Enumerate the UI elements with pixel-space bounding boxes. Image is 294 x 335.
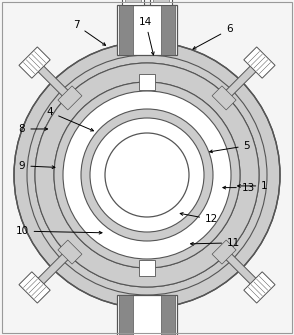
Circle shape [27,55,267,295]
Text: 9: 9 [19,161,55,171]
Bar [117,295,177,335]
Polygon shape [37,254,69,285]
Bar [122,0,144,5]
Circle shape [54,82,240,268]
Circle shape [35,63,259,287]
Bar [150,0,172,5]
Polygon shape [19,47,50,78]
Polygon shape [244,47,275,78]
Circle shape [14,42,280,308]
Text: 14: 14 [139,17,154,55]
Bar [119,295,133,335]
Bar [139,74,155,90]
Polygon shape [225,65,257,96]
Bar [153,0,169,2]
Text: 1: 1 [238,181,268,191]
Circle shape [35,63,259,287]
Bar [119,5,133,55]
Text: 12: 12 [180,213,218,224]
Polygon shape [19,272,50,303]
Bar [161,5,175,55]
Bar [161,295,175,335]
Bar [117,5,177,55]
Text: 5: 5 [210,141,250,153]
Text: 4: 4 [47,107,93,131]
Text: 10: 10 [16,226,102,236]
Bar [139,260,155,276]
Text: 7: 7 [73,20,106,45]
Polygon shape [212,86,236,110]
Circle shape [63,91,231,259]
Bar [125,0,141,2]
Text: 11: 11 [191,238,240,248]
Polygon shape [58,86,82,110]
Polygon shape [58,240,82,264]
Polygon shape [225,254,257,285]
Polygon shape [212,240,236,264]
Circle shape [90,118,204,232]
Text: 8: 8 [19,124,48,134]
Circle shape [81,109,213,241]
Polygon shape [37,65,69,96]
Text: 13: 13 [223,183,255,193]
Circle shape [105,133,189,217]
Circle shape [54,82,240,268]
Polygon shape [244,272,275,303]
Text: 6: 6 [193,24,233,49]
